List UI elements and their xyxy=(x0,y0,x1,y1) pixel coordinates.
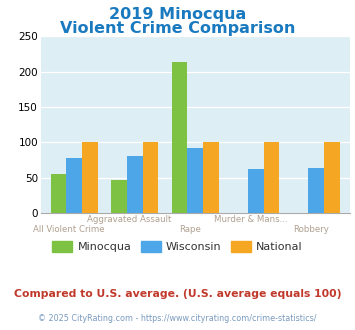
Text: Aggravated Assault: Aggravated Assault xyxy=(87,215,171,224)
Bar xyxy=(127,156,143,213)
Text: © 2025 CityRating.com - https://www.cityrating.com/crime-statistics/: © 2025 CityRating.com - https://www.city… xyxy=(38,314,317,323)
Bar xyxy=(111,180,127,213)
Bar xyxy=(308,168,324,213)
Legend: Minocqua, Wisconsin, National: Minocqua, Wisconsin, National xyxy=(48,237,307,257)
Bar xyxy=(187,148,203,213)
Text: 2019 Minocqua: 2019 Minocqua xyxy=(109,7,246,22)
Text: Murder & Mans...: Murder & Mans... xyxy=(214,215,287,224)
Text: All Violent Crime: All Violent Crime xyxy=(33,225,105,234)
Bar xyxy=(171,62,187,213)
Bar xyxy=(248,169,264,213)
Bar xyxy=(50,174,66,213)
Bar xyxy=(66,158,82,213)
Text: Rape: Rape xyxy=(179,225,201,234)
Bar xyxy=(264,142,279,213)
Bar xyxy=(324,142,340,213)
Bar xyxy=(143,142,158,213)
Text: Compared to U.S. average. (U.S. average equals 100): Compared to U.S. average. (U.S. average … xyxy=(14,289,341,299)
Text: Violent Crime Comparison: Violent Crime Comparison xyxy=(60,21,295,36)
Bar xyxy=(82,142,98,213)
Bar xyxy=(203,142,219,213)
Text: Robbery: Robbery xyxy=(293,225,329,234)
